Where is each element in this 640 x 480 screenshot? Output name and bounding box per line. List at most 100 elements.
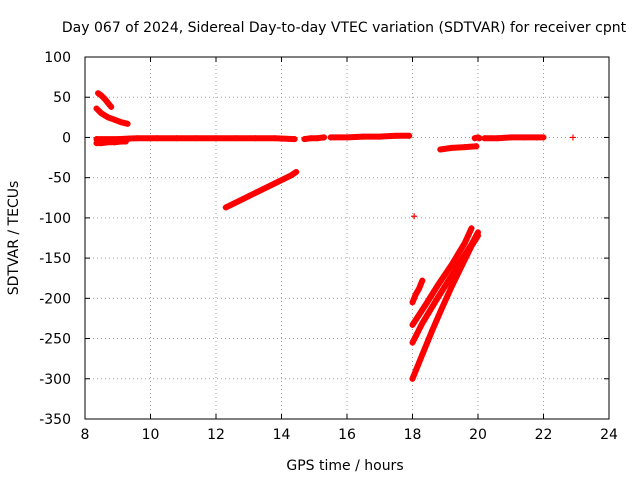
data-point: [134, 135, 141, 142]
data-point: [222, 204, 229, 211]
data-point: [409, 375, 416, 382]
series-arc-upper-1: [95, 90, 115, 110]
series-band: [437, 143, 480, 153]
series-band: [301, 134, 328, 143]
data-point: [507, 134, 514, 141]
data-point: [271, 180, 278, 187]
data-point: [95, 90, 102, 97]
y-axis-label: SDTVAR / TECUs: [6, 181, 22, 296]
series-baseline-1: [93, 135, 298, 143]
data-point: [438, 304, 445, 311]
data-point: [104, 99, 111, 106]
y-tick-label: -50: [48, 171, 71, 187]
data-point: [360, 133, 367, 140]
data-point: [481, 135, 488, 142]
data-point: [213, 135, 219, 142]
y-tick-label: 0: [62, 130, 71, 146]
data-point: [461, 239, 468, 246]
x-tick-label: 8: [81, 427, 90, 443]
data-point: [458, 263, 465, 270]
data-point: [321, 134, 328, 141]
data-point: [540, 134, 547, 141]
data-point: [448, 144, 455, 151]
data-point: [419, 351, 426, 358]
series-arc-upper-2: [93, 105, 131, 127]
series-arc-19: [437, 143, 480, 153]
y-tick-label: -250: [39, 332, 71, 348]
data-point: [376, 133, 383, 140]
series-steep-1: [409, 277, 426, 306]
data-point: [291, 136, 298, 143]
data-point: [154, 135, 161, 142]
data-point: [252, 135, 259, 142]
data-point: [124, 120, 131, 127]
data-series: [93, 90, 576, 382]
data-point: [101, 95, 108, 102]
data-point: [406, 132, 413, 139]
y-tick-label: -200: [39, 291, 71, 307]
data-point: [473, 143, 480, 150]
data-point: [409, 339, 416, 346]
data-point: [569, 134, 576, 141]
data-point: [419, 320, 426, 327]
series-band: [409, 225, 475, 328]
series-baseline-5: [481, 134, 547, 142]
data-point: [173, 135, 180, 142]
data-point: [98, 110, 105, 117]
data-point: [232, 135, 239, 142]
data-point: [114, 136, 121, 143]
data-point: [327, 134, 334, 141]
series-band: [409, 232, 481, 382]
data-point: [393, 132, 400, 139]
chart-title: Day 067 of 2024, Sidereal Day-to-day VTE…: [62, 20, 627, 36]
y-tick-label: -100: [39, 211, 71, 227]
y-tick-label: -350: [39, 412, 71, 428]
data-point: [520, 134, 527, 141]
data-point: [111, 116, 118, 123]
y-axis-ticks: 100 50 0 -50 -100 -150 -200 -250 -300 -350: [39, 50, 609, 428]
x-tick-label: 24: [600, 427, 618, 443]
data-point: [118, 119, 125, 126]
series-descending-arc: [222, 169, 300, 211]
series-outlier: [411, 213, 418, 220]
series-band: [409, 277, 426, 306]
y-tick-label: -300: [39, 372, 71, 388]
data-point: [448, 261, 455, 268]
data-point: [288, 172, 295, 179]
data-point: [435, 280, 442, 287]
x-tick-label: 18: [404, 427, 422, 443]
data-point: [271, 135, 278, 142]
y-tick-label: 50: [53, 90, 71, 106]
data-point: [422, 301, 429, 308]
series-isolated-point: [569, 134, 576, 141]
x-axis-label: GPS time / hours: [286, 458, 403, 474]
data-point: [419, 277, 426, 284]
y-tick-label: 100: [44, 50, 71, 66]
data-point: [255, 188, 262, 195]
x-tick-label: 10: [142, 427, 160, 443]
data-point: [93, 105, 100, 112]
data-point: [411, 213, 418, 220]
x-tick-label: 22: [535, 427, 553, 443]
data-point: [468, 225, 475, 232]
x-axis-ticks: 8 10 12 14 16 18 20 22 24: [81, 57, 618, 443]
data-point: [104, 114, 111, 121]
x-tick-label: 14: [273, 427, 291, 443]
series-baseline-3: [327, 132, 413, 141]
data-point: [409, 299, 416, 306]
x-tick-label: 20: [469, 427, 487, 443]
data-point: [445, 277, 452, 284]
y-tick-label: -150: [39, 251, 71, 267]
data-point: [293, 169, 300, 176]
data-point: [416, 285, 423, 292]
data-point: [344, 134, 350, 141]
data-point: [409, 321, 416, 328]
data-point: [412, 291, 419, 298]
data-point: [98, 92, 105, 99]
data-point: [494, 135, 501, 142]
x-tick-label: 12: [207, 427, 225, 443]
data-point: [93, 136, 100, 143]
data-point: [314, 135, 321, 142]
